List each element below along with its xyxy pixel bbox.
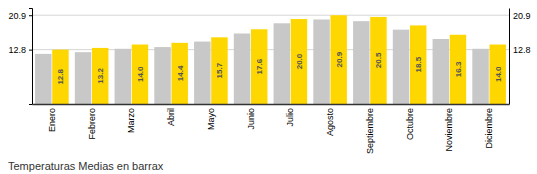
data-label: 18.5: [414, 56, 423, 72]
data-label: 13.2: [96, 68, 105, 84]
bar: [234, 33, 250, 104]
data-label: 20.0: [295, 53, 304, 69]
x-tick: Febrero: [87, 108, 97, 140]
bar: [92, 48, 108, 104]
data-label: 12.8: [56, 68, 65, 84]
bar: [115, 49, 131, 104]
x-tick-label: Septiembre: [365, 108, 375, 154]
bar-series: [52, 15, 506, 104]
x-tick: Agosto: [325, 108, 335, 136]
bar: [132, 45, 148, 104]
x-axis-line: [33, 104, 510, 106]
data-label: 20.9: [334, 51, 343, 67]
data-label: 14.0: [136, 66, 145, 82]
y-tick: 20.9: [8, 11, 32, 21]
bar: [35, 54, 51, 104]
bar: [291, 19, 307, 104]
x-tick: Diciembre: [484, 108, 494, 149]
y-tick-mark: [29, 15, 32, 16]
bar: [370, 17, 386, 104]
plot: 12.8 13.2 14.0 14.4 15.7 17.6 20.0 20.9 20.5 18.5…: [8, 9, 530, 155]
bars: [35, 15, 506, 104]
x-tick-label: Agosto: [325, 108, 335, 136]
bar: [194, 42, 210, 104]
x-tick-label: Enero: [47, 108, 57, 132]
data-label: 14.0: [493, 66, 502, 82]
x-tick-label: Junio: [246, 108, 256, 130]
bar: [330, 15, 346, 104]
data-label: 15.7: [215, 62, 224, 78]
x-tick-label: Marzo: [126, 108, 136, 133]
x-tick: Abril: [166, 108, 176, 126]
x-tick: Octubre: [405, 108, 415, 140]
bar: [274, 23, 290, 104]
title: Temperaturas Medias en barrax: [8, 160, 164, 172]
bar: [154, 47, 170, 104]
x-tick: Julio: [285, 108, 295, 127]
data-label: 20.5: [374, 52, 383, 68]
y-tick-mark: [29, 50, 32, 51]
x-tick: Noviembre: [444, 108, 454, 152]
x-tick-label: Diciembre: [484, 108, 494, 149]
bar: [393, 30, 409, 104]
bar: [251, 29, 267, 104]
y-tick: 12.8: [8, 45, 32, 55]
grid-line: [32, 15, 509, 16]
bar: [410, 25, 426, 104]
y-axis-right-line: [509, 9, 510, 105]
bar: [472, 49, 488, 104]
y-axis: 12.8 20.9: [8, 9, 32, 105]
bar: [171, 43, 187, 104]
x-tick-label: Octubre: [405, 108, 415, 140]
data-label: 16.3: [454, 61, 463, 77]
bar: [353, 21, 369, 104]
x-tick: Enero: [47, 108, 57, 132]
y-tick-label: 20.9: [513, 11, 531, 21]
x-tick-label: Febrero: [87, 108, 97, 140]
bar: [450, 35, 466, 104]
x-tick-label: Abril: [166, 108, 176, 126]
bar: [433, 39, 449, 104]
x-tick: Septiembre: [365, 108, 375, 154]
bar: [211, 37, 227, 104]
x-tick-label: Julio: [285, 108, 295, 127]
x-tick: Junio: [246, 108, 256, 130]
y-tick-label: 12.8: [8, 45, 26, 55]
x-tick: Mayo: [206, 108, 216, 130]
bar: [75, 52, 91, 104]
y-tick: 12.8: [513, 45, 531, 55]
x-tick-label: Noviembre: [444, 108, 454, 152]
data-label: 14.4: [175, 65, 184, 81]
data-label: 17.6: [255, 58, 264, 74]
x-tick-label: Mayo: [206, 108, 216, 130]
y-tick: 20.9: [513, 11, 531, 21]
y-axis-right: 12.8 20.9: [510, 9, 531, 105]
y-tick-label: 20.9: [8, 11, 26, 21]
chart: 12.8 13.2 14.0 14.4 15.7 17.6 20.0 20.9 20.5 18.5…: [0, 0, 537, 174]
bar: [52, 50, 68, 104]
bar: [313, 19, 329, 104]
x-tick: Marzo: [126, 108, 136, 133]
y-tick-label: 12.8: [513, 45, 531, 55]
y-axis-line: [29, 9, 33, 105]
x-axis: Enero Febrero Marzo Abril Mayo Junio Julio Agos…: [33, 105, 510, 155]
data-labels: 12.8 13.2 14.0 14.4 15.7 17.6 20.0 20.9 20.5 18.5…: [56, 51, 502, 84]
bar: [489, 45, 505, 104]
bar-series: [35, 19, 489, 104]
